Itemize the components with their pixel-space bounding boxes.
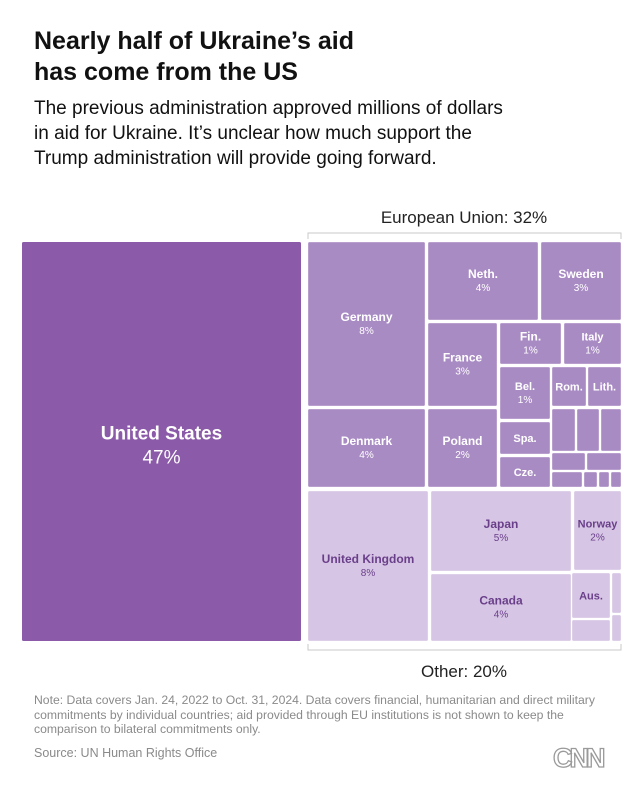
treemap-cell-fin [499,322,562,365]
note-line-1: Note: Data covers Jan. 24, 2022 to Oct. … [34,693,595,707]
treemap-cell-lith [587,366,622,407]
note-line-3: comparison to bilateral commitments only… [34,722,261,736]
treemap-value-sweden: 3% [574,283,589,294]
treemap-cell-neth [427,241,539,321]
treemap-cell-germany [307,241,426,407]
treemap-cell-small-country-17 [600,408,622,452]
cnn-logo: CNN [552,742,607,772]
treemap-cell-small-country-21 [583,471,598,488]
treemap-cell-small-country-18 [551,452,586,471]
treemap-value-united-states: 47% [142,448,180,469]
treemap-value-neth: 4% [476,283,491,294]
treemap-cell-small-country-29 [571,619,611,642]
treemap-cell-united-states [22,242,301,641]
treemap-cell-cze [499,456,551,488]
treemap-cell-small-country-20 [551,471,583,488]
treemap-label-neth: Neth. [468,267,498,281]
cnn-logo-text: CNN [553,743,604,772]
eu-bracket [307,232,622,239]
treemap-cell-denmark [307,408,426,488]
treemap-value-germany: 8% [359,326,374,337]
chart-note: Note: Data covers Jan. 24, 2022 to Oct. … [34,693,609,737]
treemap-value-norway: 2% [590,533,605,544]
treemap-cell-sweden [540,241,622,321]
treemap-cell-aus [571,572,611,619]
treemap-cell-italy [563,322,622,365]
chart-source: Source: UN Human Rights Office [34,746,218,760]
note-line-2: commitments by individual countries; aid… [34,707,564,722]
treemap-cell-poland [427,408,498,488]
treemap-cell-small-country-16 [576,408,600,452]
treemap-cell-japan [430,490,572,572]
treemap-label-rom: Rom. [555,381,583,393]
treemap-cell-norway [573,490,622,571]
treemap-label-canada: Canada [479,594,523,608]
chart-title: Nearly half of Ukraine’s aid has come fr… [34,26,614,88]
treemap-cell-small-country-15 [551,408,576,452]
treemap-label-italy: Italy [581,332,604,344]
treemap-label-fin: Fin. [520,330,541,344]
subtitle-line-2: in aid for Ukraine. It’s unclear how muc… [34,123,472,144]
other-group-label: Other: 20% [421,662,507,681]
treemap-value-bel: 1% [518,395,533,406]
treemap-cell-small-country-23 [610,471,622,488]
treemap-value-poland: 2% [455,450,470,461]
subtitle-line-1: The previous administration approved mil… [34,98,503,119]
treemap-value-united-kingdom: 8% [361,568,376,579]
treemap-label-sweden: Sweden [558,267,603,281]
treemap-label-united-kingdom: United Kingdom [322,552,415,566]
treemap-label-denmark: Denmark [341,434,393,448]
treemap-cell-small-country-19 [586,452,622,471]
treemap-label-japan: Japan [484,517,519,531]
treemap-value-canada: 4% [494,610,509,621]
subtitle-line-3: Trump administration will provide going … [34,148,437,169]
treemap-label-norway: Norway [578,519,619,531]
other-bracket [307,644,622,651]
treemap-label-spa: Spa. [513,433,536,445]
treemap-label-lith: Lith. [593,381,616,393]
eu-group-label: European Union: 32% [381,208,547,227]
treemap-cell-bel [499,366,551,420]
treemap-cell-france [427,322,498,407]
treemap-label-france: France [443,351,483,365]
treemap-cell-rom [551,366,587,407]
treemap-label-poland: Poland [442,434,482,448]
treemap-cell-united-kingdom [307,490,429,642]
title-line-1: Nearly half of Ukraine’s aid [34,27,355,55]
treemap-cell-spa [499,421,551,455]
treemap-label-cze: Cze. [514,467,537,479]
treemap-cell-small-country-22 [598,471,610,488]
treemap-value-japan: 5% [494,533,509,544]
treemap-cell-small-country-31 [611,614,622,642]
treemap-value-italy: 1% [585,346,600,357]
title-line-2: has come from the US [34,58,298,86]
treemap-cell-canada [430,573,572,642]
treemap-value-fin: 1% [523,346,538,357]
treemap-label-aus: Aus. [579,590,603,602]
treemap-cell-small-country-30 [611,572,622,614]
treemap-value-france: 3% [455,367,470,378]
treemap-label-bel: Bel. [515,381,535,393]
treemap-label-united-states: United States [101,424,222,445]
treemap-chart: United States 47% Germany 8% Neth. 4% Sweden 3%… [22,208,622,681]
treemap-label-germany: Germany [340,310,392,324]
chart-subtitle: The previous administration approved mil… [34,96,624,171]
treemap-value-denmark: 4% [359,450,374,461]
